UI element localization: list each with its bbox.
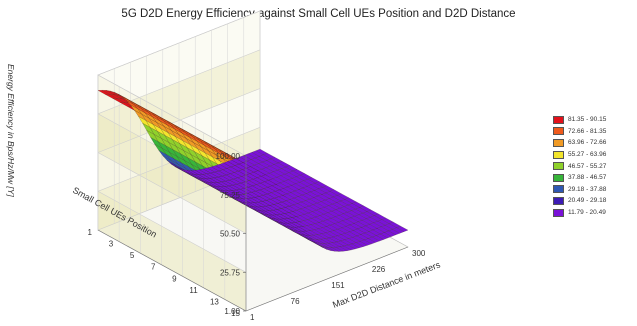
y-tick-label: 7: [151, 263, 156, 272]
legend: 81.35 - 90.15 72.66 - 81.35 63.96 - 72.66 5…: [553, 114, 606, 218]
wall-band: [98, 191, 246, 311]
y-tick-label: 5: [130, 251, 135, 260]
legend-swatch: [553, 162, 564, 171]
y-tick-label: 9: [172, 274, 177, 283]
legend-label: 63.96 - 72.66: [568, 139, 607, 147]
legend-swatch: [553, 150, 564, 159]
surface-cell: [255, 148, 268, 155]
legend-item: 72.66 - 81.35: [553, 126, 606, 138]
y-axis-line: [97, 229, 247, 312]
legend-item: 55.27 - 63.96: [553, 149, 606, 161]
legend-swatch: [553, 127, 564, 136]
z-axis-title: Energy Efficiency in Bps/Hz/Mw [Y]: [6, 64, 16, 197]
legend-swatch: [553, 196, 564, 205]
legend-item: 63.96 - 72.66: [553, 137, 606, 149]
legend-label: 55.27 - 63.96: [568, 151, 607, 159]
x-tick-label: 1: [250, 313, 255, 322]
legend-item: 20.49 - 29.18: [553, 195, 606, 207]
legend-label: 72.66 - 81.35: [568, 127, 607, 135]
chart-title: 5G D2D Energy Efficiency against Small C…: [121, 8, 516, 20]
y-tick-label: 1: [88, 228, 93, 237]
legend-item: 37.88 - 46.57: [553, 172, 606, 184]
surface-mesh: [97, 90, 409, 252]
legend-label: 29.18 - 37.88: [568, 185, 607, 193]
legend-label: 81.35 - 90.15: [568, 116, 607, 124]
z-tick-label: 1.00: [224, 307, 240, 316]
legend-label: 46.57 - 55.27: [568, 162, 607, 170]
legend-item: 29.18 - 37.88: [553, 184, 606, 196]
z-tick-label: 75.25: [220, 191, 241, 200]
wall-band: [98, 113, 246, 234]
legend-swatch: [553, 208, 564, 217]
x-axis-line: [245, 246, 409, 312]
legend-item: 81.35 - 90.15: [553, 114, 606, 126]
z-tick-label: 50.50: [220, 230, 241, 239]
x-tick-label: 300: [412, 249, 426, 258]
legend-label: 37.88 - 46.57: [568, 174, 607, 182]
legend-swatch: [553, 115, 564, 124]
legend-label: 20.49 - 29.18: [568, 197, 607, 205]
x-tick-label: 226: [372, 265, 386, 274]
legend-item: 11.79 - 20.49: [553, 207, 606, 219]
legend-swatch: [553, 138, 564, 147]
y-tick-label: 3: [109, 240, 114, 249]
y-tick-label: 13: [210, 297, 219, 306]
legend-label: 11.79 - 20.49: [568, 209, 606, 217]
z-tick-label: 100.00: [216, 152, 241, 161]
y-tick-label: 11: [189, 286, 198, 295]
x-tick-label: 76: [291, 297, 300, 306]
legend-swatch: [553, 185, 564, 194]
legend-item: 46.57 - 55.27: [553, 160, 606, 172]
y-tick-label: 15: [231, 309, 240, 318]
x-tick-label: 151: [331, 281, 345, 290]
legend-swatch: [553, 173, 564, 182]
z-tick-label: 25.75: [220, 268, 241, 277]
